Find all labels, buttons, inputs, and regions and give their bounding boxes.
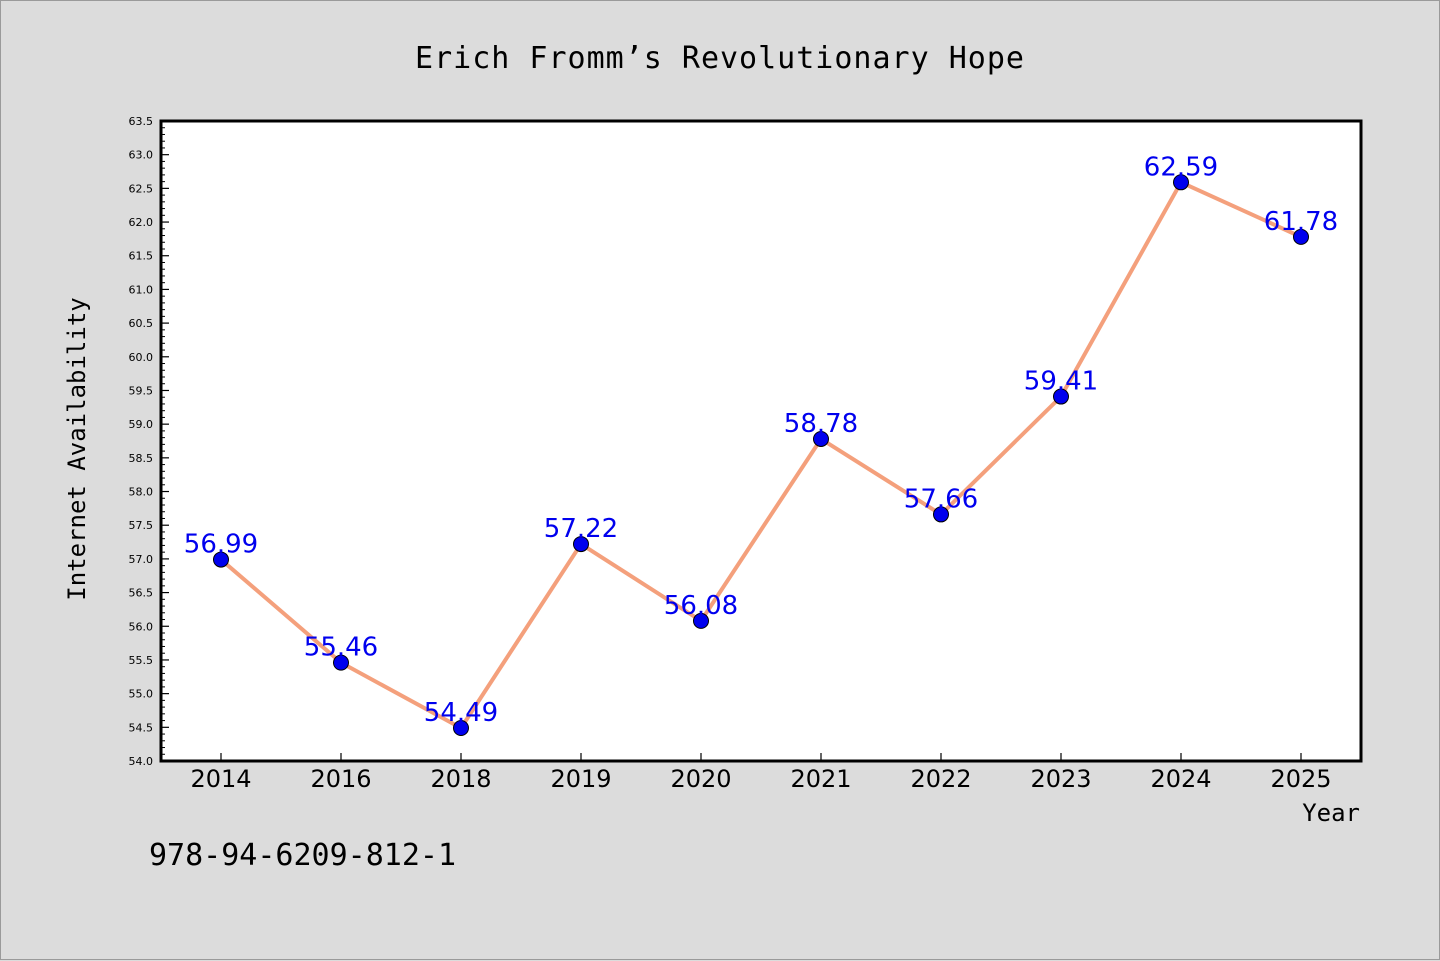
y-tick-label: 54.5 [129,721,154,734]
y-tick-label: 57.5 [129,519,154,532]
data-value-label: 56.99 [184,530,258,560]
y-axis-label: Internet Availability [63,297,91,600]
data-value-label: 57.66 [904,484,978,514]
y-tick-label: 55.0 [129,688,154,701]
y-tick-label: 56.0 [129,620,154,633]
isbn-footnote: 978-94-6209-812-1 [149,838,456,873]
y-tick-label: 61.0 [129,283,154,296]
y-tick-label: 56.5 [129,587,154,600]
y-axis: 54.0 54.5 55.0 55.5 56.0 56.5 57.0 57.5 58.0 58.5… [129,115,169,768]
x-tick-label: 2018 [430,765,491,793]
data-point-marker [933,506,949,523]
data-point-marker [573,536,589,553]
y-tick-label: 62.5 [129,182,154,195]
x-tick-label: 2021 [790,765,851,793]
x-tick-label: 2023 [1030,765,1091,793]
data-value-label: 57.22 [544,514,618,544]
x-tick-label: 2022 [910,765,971,793]
x-tick-label: 2019 [550,765,611,793]
y-tick-label: 63.0 [129,149,154,162]
chart-title: Erich Fromm’s Revolutionary Hope [415,41,1025,76]
x-tick-label: 2016 [310,765,371,793]
x-tick-label: 2025 [1270,765,1331,793]
data-point-marker [1293,228,1309,245]
x-tick-label: 2024 [1150,765,1211,793]
data-point-marker [1053,388,1069,405]
data-point-marker [333,654,349,671]
data-point-marker [693,612,709,629]
data-value-label: 62.59 [1144,152,1218,182]
y-tick-label: 58.0 [129,486,154,499]
data-labels-group: 56.99 55.46 54.49 57.22 56.08 58.78 57.66 59.41… [184,152,1338,728]
data-value-label: 61.78 [1264,207,1338,237]
data-value-label: 58.78 [784,409,858,439]
x-axis: 2014 2016 2018 2019 2020 2021 2022 2023 2024 2025 [190,753,1332,793]
y-tick-label: 57.0 [129,553,154,566]
y-tick-label: 58.5 [129,452,154,465]
y-tick-label: 61.5 [129,250,154,263]
data-point-marker [813,430,829,447]
y-tick-label: 59.5 [129,384,154,397]
x-tick-label: 2014 [190,765,251,793]
plot-area [159,119,1363,763]
y-tick-label: 59.0 [129,418,154,431]
series-line [219,180,1302,730]
y-tick-label: 63.5 [129,115,154,128]
x-axis-label: Year [1302,799,1360,827]
data-value-label: 59.41 [1024,367,1098,397]
data-value-label: 56.08 [664,591,738,621]
x-tick-label: 2020 [670,765,731,793]
data-point-marker [213,551,229,568]
y-tick-label: 55.5 [129,654,154,667]
data-point-marker [453,719,469,736]
y-tick-label: 60.5 [129,317,154,330]
data-point-marker [1173,174,1189,191]
y-tick-label: 62.0 [129,216,154,229]
series-line-group [213,174,1309,736]
y-tick-label: 54.0 [129,755,154,768]
data-value-label: 54.49 [424,698,498,728]
y-tick-label: 60.0 [129,351,154,364]
data-value-label: 55.46 [304,633,378,663]
